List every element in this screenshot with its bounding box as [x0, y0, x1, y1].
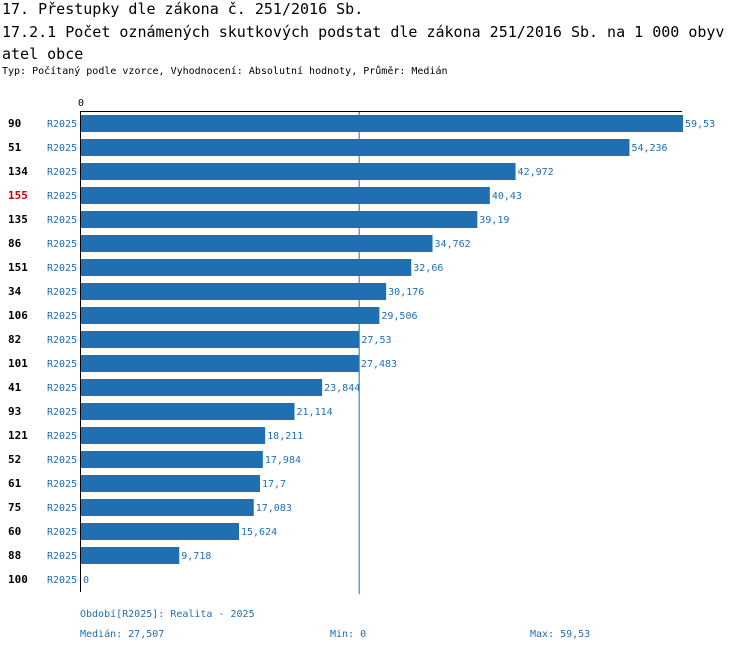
series-label: R2025 — [47, 119, 77, 130]
value-label: 21,114 — [297, 407, 333, 418]
category-label: 101 — [8, 357, 28, 370]
value-label: 29,506 — [381, 311, 417, 322]
bar — [81, 427, 266, 444]
value-label: 15,624 — [241, 527, 277, 538]
series-label: R2025 — [47, 335, 77, 346]
bar — [81, 163, 516, 180]
category-label: 155 — [8, 189, 28, 202]
value-label: 54,236 — [631, 143, 667, 154]
category-label: 86 — [8, 237, 22, 250]
footer-median: Medián: 27,507 — [80, 629, 165, 640]
series-label: R2025 — [47, 431, 77, 442]
series-label: R2025 — [47, 383, 77, 394]
category-label: 51 — [8, 141, 22, 154]
series-label: R2025 — [47, 527, 77, 538]
category-label: 52 — [8, 453, 21, 466]
category-label: 90 — [8, 117, 21, 130]
series-label: R2025 — [47, 551, 77, 562]
value-label: 34,762 — [435, 239, 471, 250]
bar — [81, 475, 260, 492]
category-label: 34 — [8, 285, 22, 298]
series-label: R2025 — [47, 287, 77, 298]
value-label: 42,972 — [518, 167, 554, 178]
category-label: 100 — [8, 573, 28, 586]
category-label: 121 — [8, 429, 28, 442]
bar — [81, 331, 360, 348]
bar — [81, 499, 254, 516]
category-label: 61 — [8, 477, 22, 490]
value-label: 0 — [83, 575, 89, 586]
value-label: 18,211 — [267, 431, 303, 442]
bar — [81, 139, 630, 156]
category-label: 82 — [8, 333, 21, 346]
value-label: 27,483 — [361, 359, 397, 370]
bar — [81, 115, 683, 132]
bar — [81, 283, 387, 300]
series-label: R2025 — [47, 143, 77, 154]
bar — [81, 403, 295, 420]
axis-zero-label: 0 — [78, 98, 84, 109]
category-label: 134 — [8, 165, 28, 178]
series-label: R2025 — [47, 191, 77, 202]
bar — [81, 547, 180, 564]
bar — [81, 211, 478, 228]
category-label: 93 — [8, 405, 21, 418]
value-label: 59,53 — [685, 119, 715, 130]
category-label: 60 — [8, 525, 21, 538]
value-label: 30,176 — [388, 287, 424, 298]
bar — [81, 379, 323, 396]
series-label: R2025 — [47, 407, 77, 418]
chart-subtitle: 17.2.1 Počet oznámených skutkových podst… — [2, 23, 725, 63]
bar — [81, 235, 433, 252]
category-label: 88 — [8, 549, 21, 562]
bar — [81, 523, 239, 540]
category-label: 75 — [8, 501, 21, 514]
footer-period: Období[R2025]: Realita - 2025 — [80, 609, 255, 620]
bar — [81, 187, 490, 204]
value-label: 39,19 — [479, 215, 509, 226]
category-label: 135 — [8, 213, 28, 226]
value-label: 27,53 — [361, 335, 391, 346]
value-label: 23,844 — [324, 383, 360, 394]
series-label: R2025 — [47, 359, 77, 370]
category-label: 41 — [8, 381, 22, 394]
value-label: 17,083 — [256, 503, 292, 514]
category-label: 151 — [8, 261, 28, 274]
footer-min: Min: 0 — [330, 629, 367, 640]
value-label: 17,984 — [265, 455, 301, 466]
bar — [81, 307, 380, 324]
value-label: 17,7 — [262, 479, 286, 490]
value-label: 32,66 — [413, 263, 443, 274]
chart-type-line: Typ: Počítaný podle vzorce, Vyhodnocení:… — [2, 66, 448, 77]
value-label: 9,718 — [181, 551, 211, 562]
bar — [81, 259, 412, 276]
series-label: R2025 — [47, 479, 77, 490]
series-label: R2025 — [47, 263, 77, 274]
series-label: R2025 — [47, 455, 77, 466]
footer-max: Max: 59,53 — [530, 629, 591, 640]
series-label: R2025 — [47, 503, 77, 514]
series-label: R2025 — [47, 311, 77, 322]
chart-title: 17. Přestupky dle zákona č. 251/2016 Sb. — [2, 0, 364, 18]
bar — [81, 355, 359, 372]
value-label: 40,43 — [492, 191, 522, 202]
series-label: R2025 — [47, 239, 77, 250]
series-label: R2025 — [47, 167, 77, 178]
category-label: 106 — [8, 309, 28, 322]
bar — [81, 451, 263, 468]
series-label: R2025 — [47, 215, 77, 226]
series-label: R2025 — [47, 575, 77, 586]
